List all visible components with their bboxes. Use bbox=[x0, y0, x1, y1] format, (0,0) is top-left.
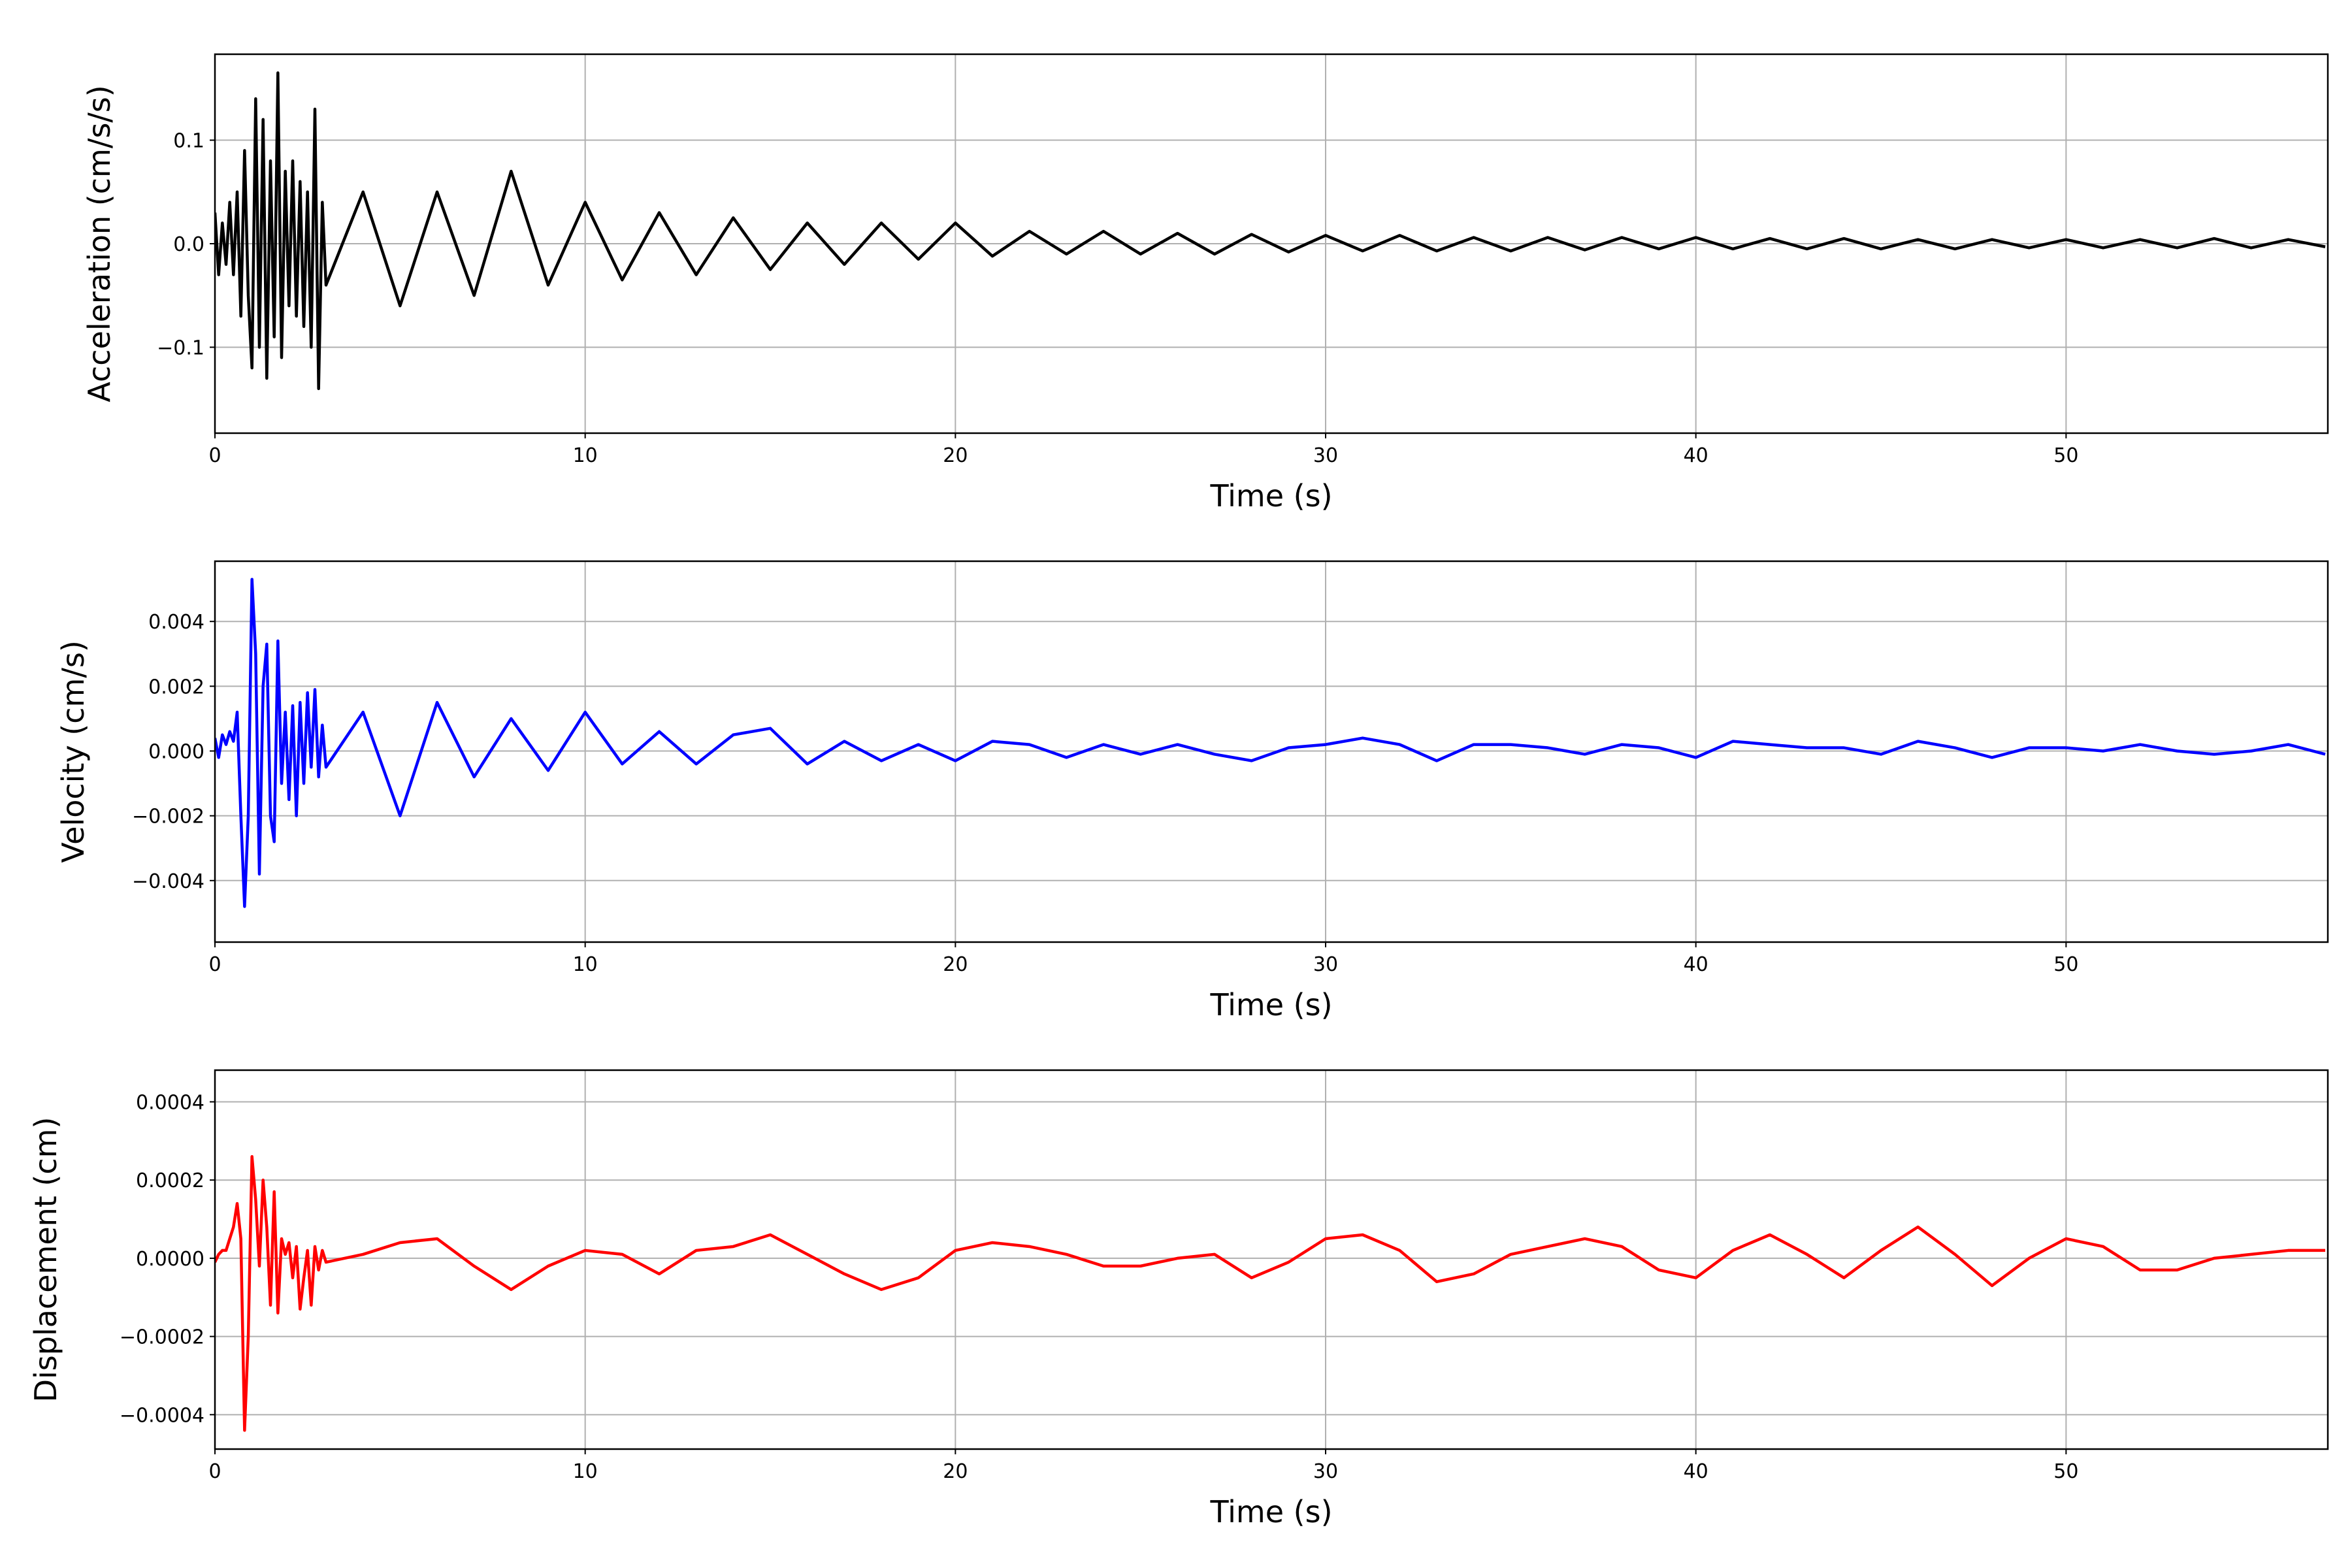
y-axis-label: Velocity (cm/s) bbox=[56, 640, 91, 863]
data-line bbox=[215, 1155, 2326, 1432]
plot-frame bbox=[214, 560, 2329, 943]
plot-frame bbox=[214, 53, 2329, 434]
x-tick-label: 10 bbox=[573, 444, 598, 467]
x-tick-label: 50 bbox=[2053, 1460, 2078, 1483]
x-axis-label: Time (s) bbox=[1209, 987, 1332, 1022]
x-tick-label: 0 bbox=[208, 444, 221, 467]
y-tick-label: 0.0000 bbox=[136, 1248, 204, 1271]
x-tick-label: 40 bbox=[1684, 1460, 1708, 1483]
y-tick-label: −0.1 bbox=[157, 336, 204, 359]
y-tick-label: 0.1 bbox=[173, 130, 204, 153]
y-tick-label: −0.0004 bbox=[120, 1404, 204, 1427]
x-tick-label: 50 bbox=[2053, 953, 2078, 976]
x-tick-label: 30 bbox=[1313, 953, 1338, 976]
x-axis-label: Time (s) bbox=[1209, 478, 1332, 514]
x-tick-label: 50 bbox=[2053, 444, 2078, 467]
x-tick-label: 20 bbox=[943, 1460, 968, 1483]
x-tick-label: 40 bbox=[1684, 953, 1708, 976]
data-line bbox=[215, 578, 2326, 908]
x-tick-label: 10 bbox=[573, 953, 598, 976]
y-tick-label: −0.0002 bbox=[120, 1326, 204, 1349]
y-tick-label: 0.004 bbox=[148, 611, 204, 634]
y-tick-label: 0.000 bbox=[148, 741, 204, 764]
data-line bbox=[215, 71, 2326, 391]
y-axis-label: Acceleration (cm/s/s) bbox=[82, 85, 117, 402]
y-tick-label: 0.002 bbox=[148, 676, 204, 698]
y-tick-label: 0.0002 bbox=[136, 1169, 204, 1192]
x-tick-label: 30 bbox=[1313, 444, 1338, 467]
y-axis-label: Displacement (cm) bbox=[28, 1117, 63, 1403]
plot-frame bbox=[214, 1069, 2329, 1450]
x-tick-label: 20 bbox=[943, 444, 968, 467]
x-tick-label: 0 bbox=[208, 1460, 221, 1483]
y-tick-label: 0.0004 bbox=[136, 1091, 204, 1114]
y-tick-label: −0.002 bbox=[132, 806, 204, 828]
y-tick-label: 0.0 bbox=[173, 233, 204, 256]
x-axis-label: Time (s) bbox=[1209, 1494, 1332, 1529]
y-tick-label: −0.004 bbox=[132, 870, 204, 893]
x-tick-label: 30 bbox=[1313, 1460, 1338, 1483]
x-tick-label: 40 bbox=[1684, 444, 1708, 467]
x-tick-label: 0 bbox=[208, 953, 221, 976]
x-tick-label: 10 bbox=[573, 1460, 598, 1483]
x-tick-label: 20 bbox=[943, 953, 968, 976]
